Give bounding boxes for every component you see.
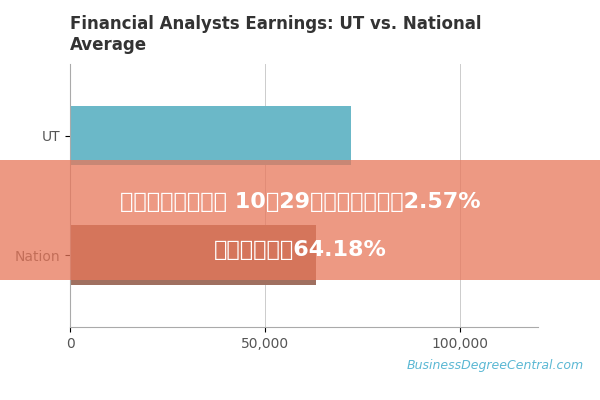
- Bar: [70, 106, 351, 166]
- Text: 重庆股票配资公司 10月29日塞力转债下跌2.57%: 重庆股票配资公司 10月29日塞力转债下跌2.57%: [119, 192, 481, 212]
- Text: BusinessDegreeCentral.com: BusinessDegreeCentral.com: [407, 359, 584, 372]
- Text: ，转股溢价率64.18%: ，转股溢价率64.18%: [214, 240, 386, 260]
- Text: Financial Analysts Earnings: UT vs. National
Average: Financial Analysts Earnings: UT vs. Nati…: [70, 15, 482, 54]
- Bar: [70, 225, 316, 285]
